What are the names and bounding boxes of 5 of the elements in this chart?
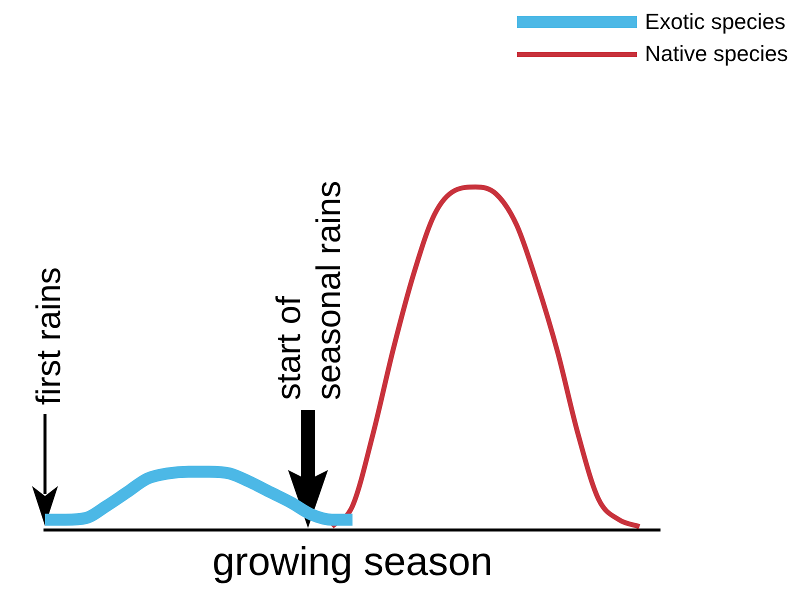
text: Exotic species xyxy=(644,9,786,35)
annotation: first rains xyxy=(30,267,68,405)
x-axis-title: growing season xyxy=(212,540,493,584)
text: Native species xyxy=(644,41,788,67)
annotation: start of seasonal rains xyxy=(270,180,348,400)
